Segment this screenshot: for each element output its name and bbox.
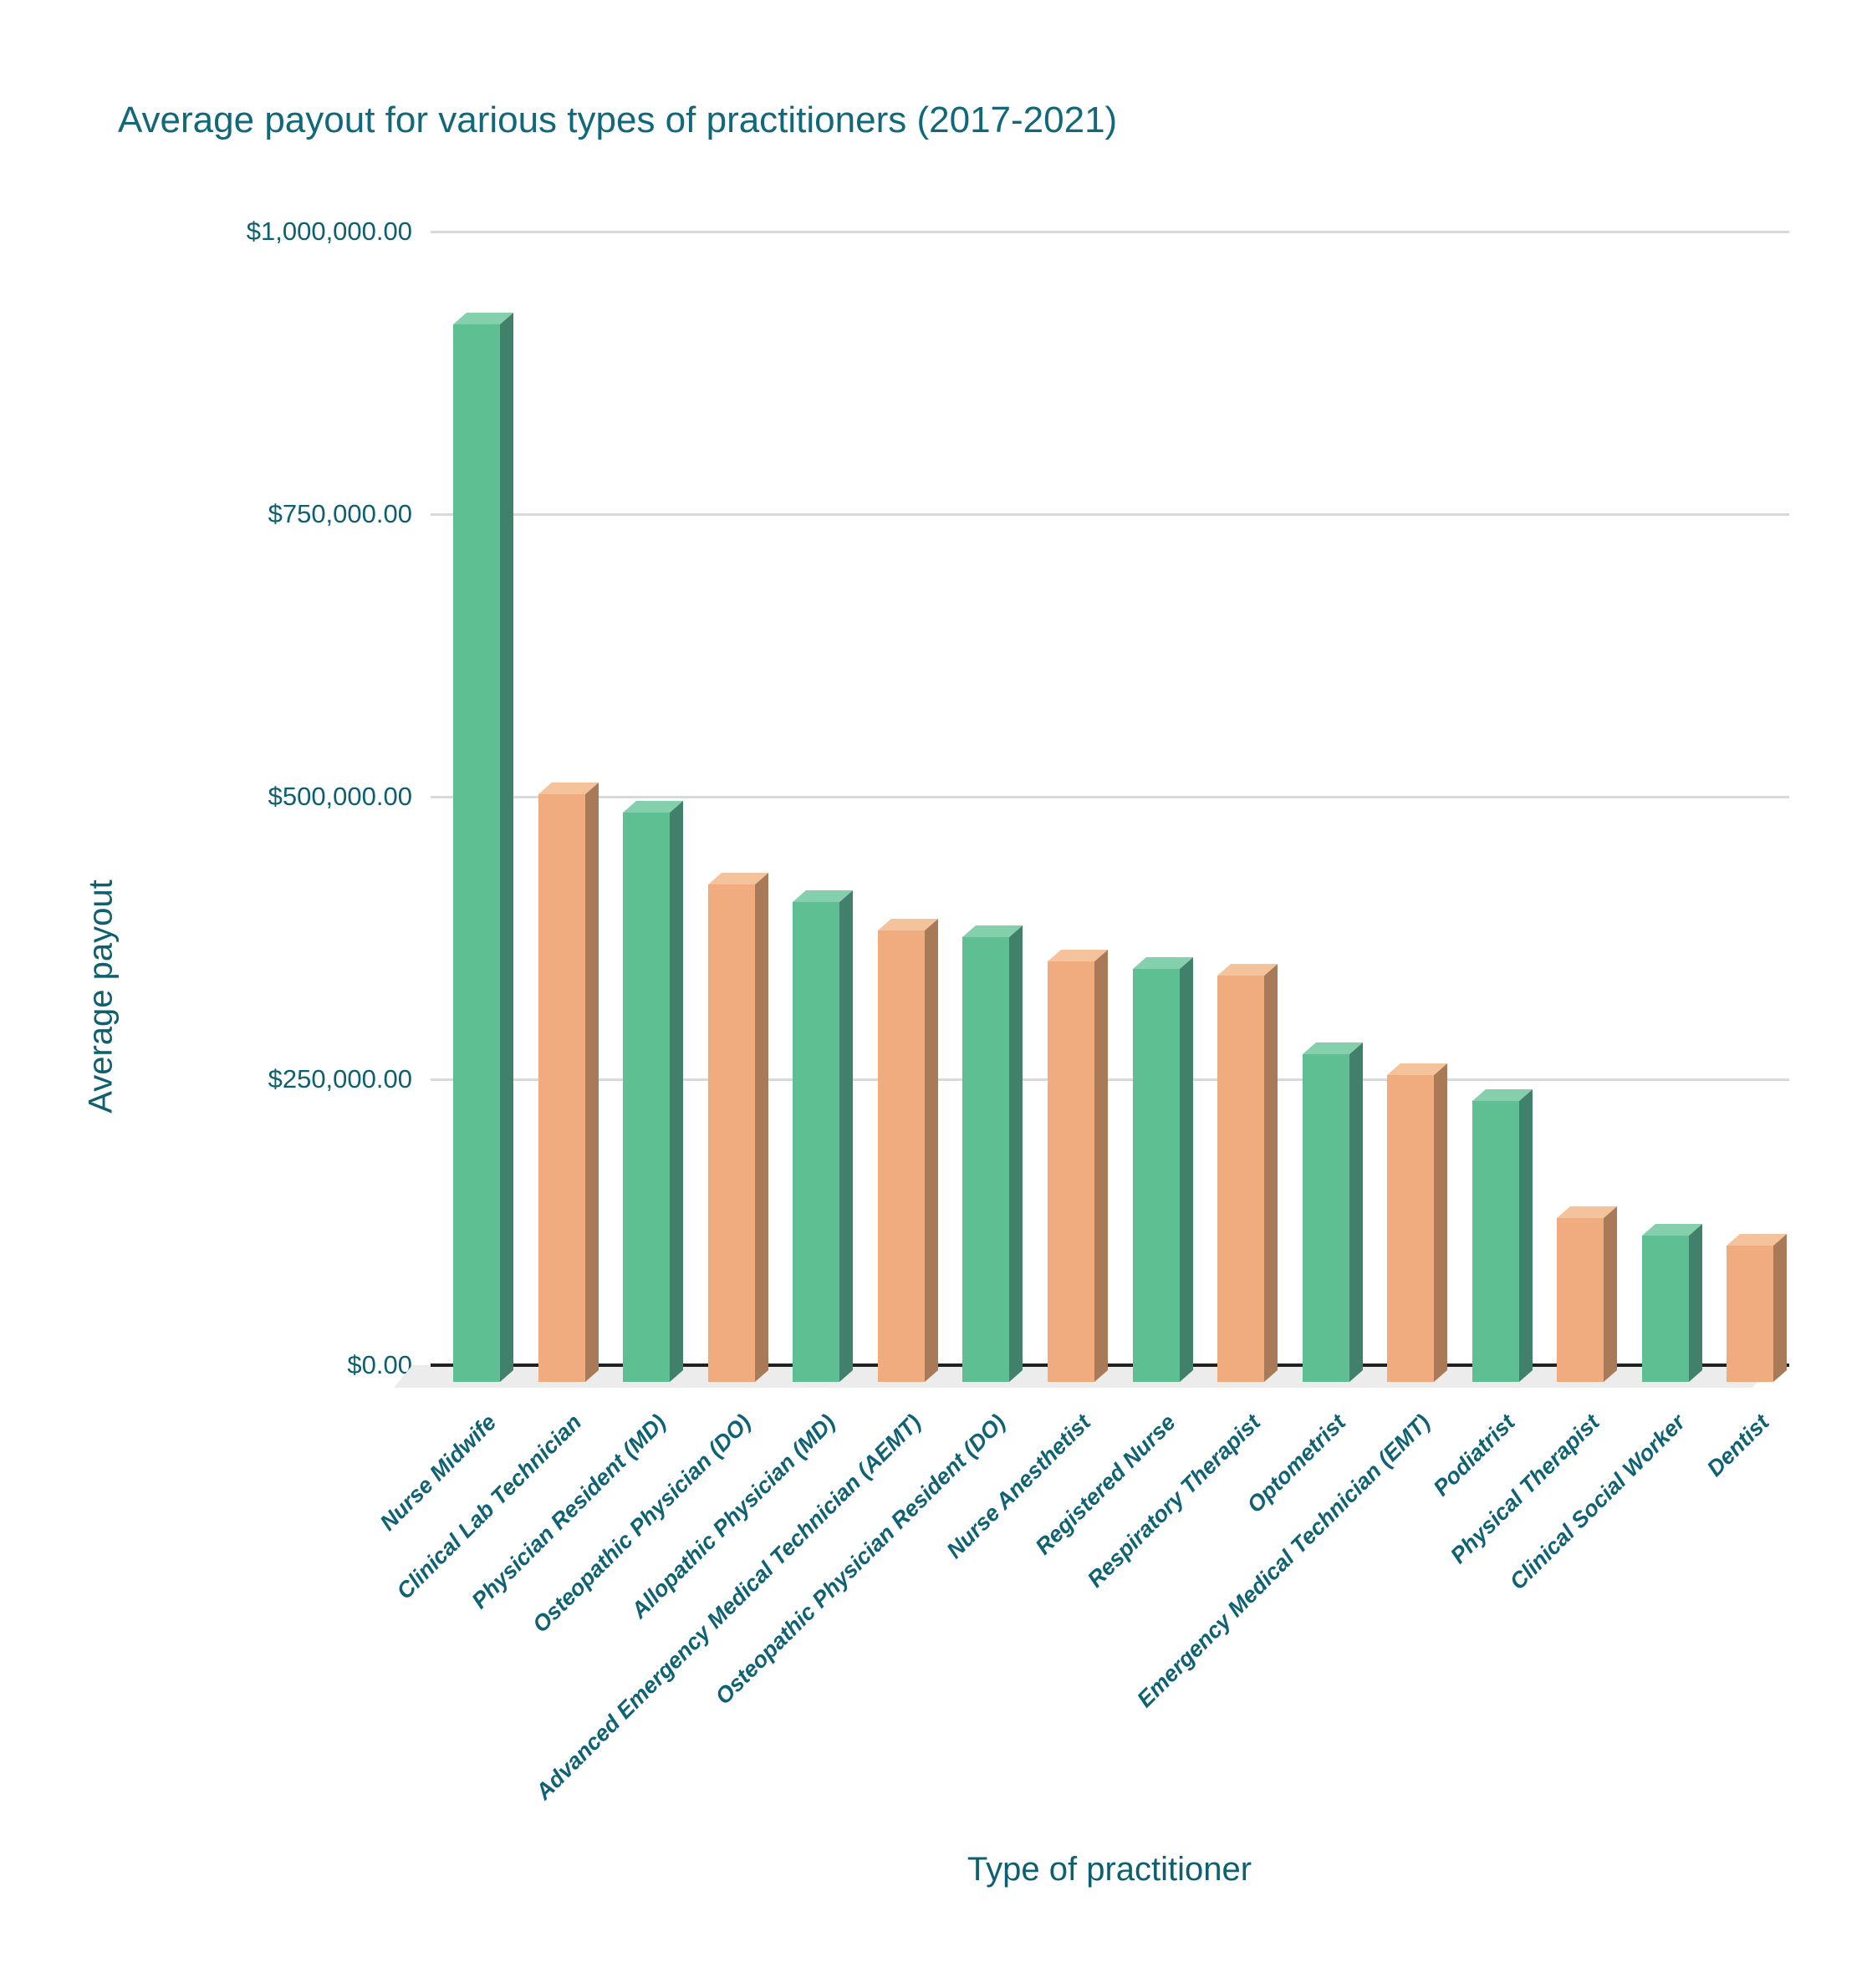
bar-11 xyxy=(1303,1054,1349,1382)
y-tick-label: $0.00 xyxy=(347,1350,412,1379)
bar-4 xyxy=(708,884,755,1382)
bar-side-11 xyxy=(1349,1042,1363,1382)
chart-title: Average payout for various types of prac… xyxy=(118,99,1118,140)
bar-side-15 xyxy=(1689,1223,1702,1382)
bar-8 xyxy=(1048,961,1094,1382)
bar-side-3 xyxy=(670,800,683,1382)
gridline xyxy=(431,796,1789,798)
gridline xyxy=(431,513,1789,516)
bar-7 xyxy=(962,937,1009,1382)
bar-16 xyxy=(1727,1246,1773,1382)
y-tick-label: $1,000,000.00 xyxy=(246,217,412,246)
gridline xyxy=(431,1078,1789,1081)
bar-side-7 xyxy=(1009,925,1023,1382)
x-axis-line xyxy=(431,1364,1789,1367)
y-tick-label: $500,000.00 xyxy=(268,782,412,811)
bar-side-13 xyxy=(1519,1088,1533,1382)
bar-side-4 xyxy=(755,872,768,1382)
bar-6 xyxy=(878,930,925,1382)
bar-side-8 xyxy=(1094,949,1108,1382)
y-tick-label: $750,000.00 xyxy=(268,499,412,528)
bar-side-2 xyxy=(585,782,599,1382)
bar-side-1 xyxy=(500,312,513,1382)
bar-2 xyxy=(538,794,585,1382)
bar-side-9 xyxy=(1180,956,1193,1382)
bar-1 xyxy=(453,324,500,1382)
bar-9 xyxy=(1133,969,1180,1382)
gridline xyxy=(431,231,1789,233)
bar-14 xyxy=(1557,1218,1604,1382)
y-tick-label: $250,000.00 xyxy=(268,1064,412,1093)
x-axis-title: Type of practitioner xyxy=(967,1851,1252,1888)
bar-side-14 xyxy=(1604,1206,1617,1382)
bar-5 xyxy=(793,902,839,1382)
bar-side-5 xyxy=(839,890,853,1382)
bar-side-6 xyxy=(925,918,938,1382)
bar-12 xyxy=(1387,1075,1434,1382)
bar-side-10 xyxy=(1264,963,1278,1382)
bar-side-16 xyxy=(1773,1233,1787,1382)
bar-side-12 xyxy=(1434,1063,1447,1382)
bar-10 xyxy=(1217,976,1264,1382)
bar-13 xyxy=(1472,1101,1519,1382)
bar-15 xyxy=(1642,1236,1689,1382)
bar-3 xyxy=(623,813,670,1382)
